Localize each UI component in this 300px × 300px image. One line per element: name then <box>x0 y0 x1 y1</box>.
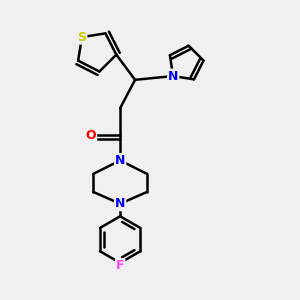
Text: N: N <box>115 197 125 210</box>
Text: N: N <box>168 70 178 83</box>
Text: F: F <box>116 260 124 272</box>
Text: O: O <box>85 129 96 142</box>
Text: S: S <box>77 31 86 44</box>
Text: N: N <box>115 154 125 167</box>
